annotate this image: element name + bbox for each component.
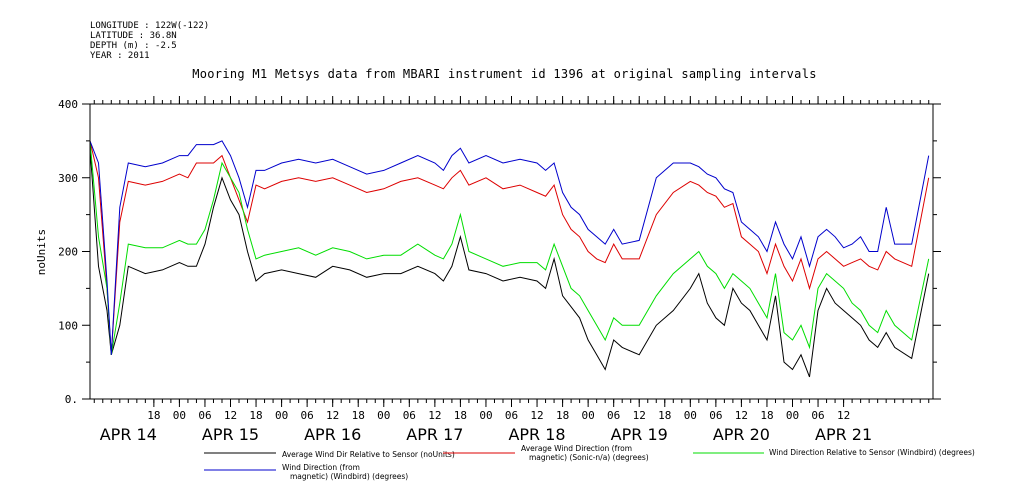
legend-label: Wind Direction (from (282, 463, 360, 472)
x-tick-label: 18 (760, 409, 773, 422)
x-tick-label: 12 (530, 409, 543, 422)
x-tick-label: 12 (735, 409, 748, 422)
latitude-text: LATITUDE : 36.8N (90, 31, 177, 41)
x-tick-label: 00 (377, 409, 390, 422)
x-tick-label: 06 (301, 409, 314, 422)
x-tick-label: 12 (224, 409, 237, 422)
x-tick-label: 00 (582, 409, 595, 422)
y-tick-label: 0. (65, 393, 78, 406)
x-tick-label: 00 (479, 409, 492, 422)
legend-item-2: Wind Direction Relative to Sensor (Windb… (693, 448, 975, 457)
date-label: APR 14 (100, 425, 157, 444)
date-label: APR 20 (713, 425, 770, 444)
year-text: YEAR : 2011 (90, 51, 150, 61)
longitude-text: LONGITUDE : 122W(-122) (90, 21, 210, 31)
x-tick-label: 18 (556, 409, 569, 422)
y-tick-label: 200 (58, 246, 78, 259)
legend: Average Wind Dir Relative to Sensor (noU… (204, 444, 975, 481)
axes-layer: 0. 100 200 300 400 noUnits 18 00 06 12 18 00 06 12 18 0… (35, 96, 941, 444)
x-tick-label: 06 (198, 409, 211, 422)
x-tick-label: 00 (275, 409, 288, 422)
legend-label: magnetic) (Windbird) (degrees) (290, 472, 408, 481)
x-tick-label: 06 (811, 409, 824, 422)
date-label: APR 16 (304, 425, 361, 444)
x-tick-label: 12 (326, 409, 339, 422)
legend-label: Wind Direction Relative to Sensor (Windb… (769, 448, 975, 457)
date-label: APR 21 (815, 425, 872, 444)
x-tick-label: 00 (684, 409, 697, 422)
date-label: APR 17 (406, 425, 463, 444)
x-tick-label: 12 (428, 409, 441, 422)
date-label: APR 15 (202, 425, 259, 444)
date-label: APR 18 (508, 425, 565, 444)
x-tick-label: 12 (633, 409, 646, 422)
x-tick-label: 06 (403, 409, 416, 422)
chart-title: Mooring M1 Metsys data from MBARI instru… (192, 67, 817, 81)
legend-label: Average Wind Direction (from (521, 444, 632, 453)
y-axis-label: noUnits (35, 229, 48, 275)
x-tick-label: 06 (505, 409, 518, 422)
x-tick-label: 06 (709, 409, 722, 422)
legend-label: Average Wind Dir Relative to Sensor (noU… (282, 450, 455, 459)
series-line-1 (89, 140, 930, 355)
x-tick-label: 18 (147, 409, 160, 422)
y-tick-label: 400 (58, 98, 78, 111)
y-tick-label: 100 (58, 319, 78, 332)
series-line-2 (89, 140, 930, 355)
series-line-0 (89, 148, 930, 378)
date-label: APR 19 (611, 425, 668, 444)
x-tick-label: 12 (837, 409, 850, 422)
x-tick-label: 18 (352, 409, 365, 422)
plot-frame (89, 103, 934, 400)
y-tick-label: 300 (58, 172, 78, 185)
metadata-block: LONGITUDE : 122W(-122) LATITUDE : 36.8N DE… (90, 21, 209, 61)
legend-label: magnetic) (Sonic-n/a) (degrees) (529, 453, 649, 462)
x-tick-label: 00 (786, 409, 799, 422)
x-tick-label: 06 (607, 409, 620, 422)
series-line-3 (89, 140, 930, 355)
x-tick-label: 18 (658, 409, 671, 422)
legend-item-0: Average Wind Dir Relative to Sensor (noU… (204, 450, 455, 459)
depth-text: DEPTH (m) : -2.5 (90, 41, 177, 51)
x-tick-label: 00 (173, 409, 186, 422)
x-tick-label: 18 (249, 409, 262, 422)
series-layer (89, 140, 930, 378)
x-tick-label: 18 (454, 409, 467, 422)
